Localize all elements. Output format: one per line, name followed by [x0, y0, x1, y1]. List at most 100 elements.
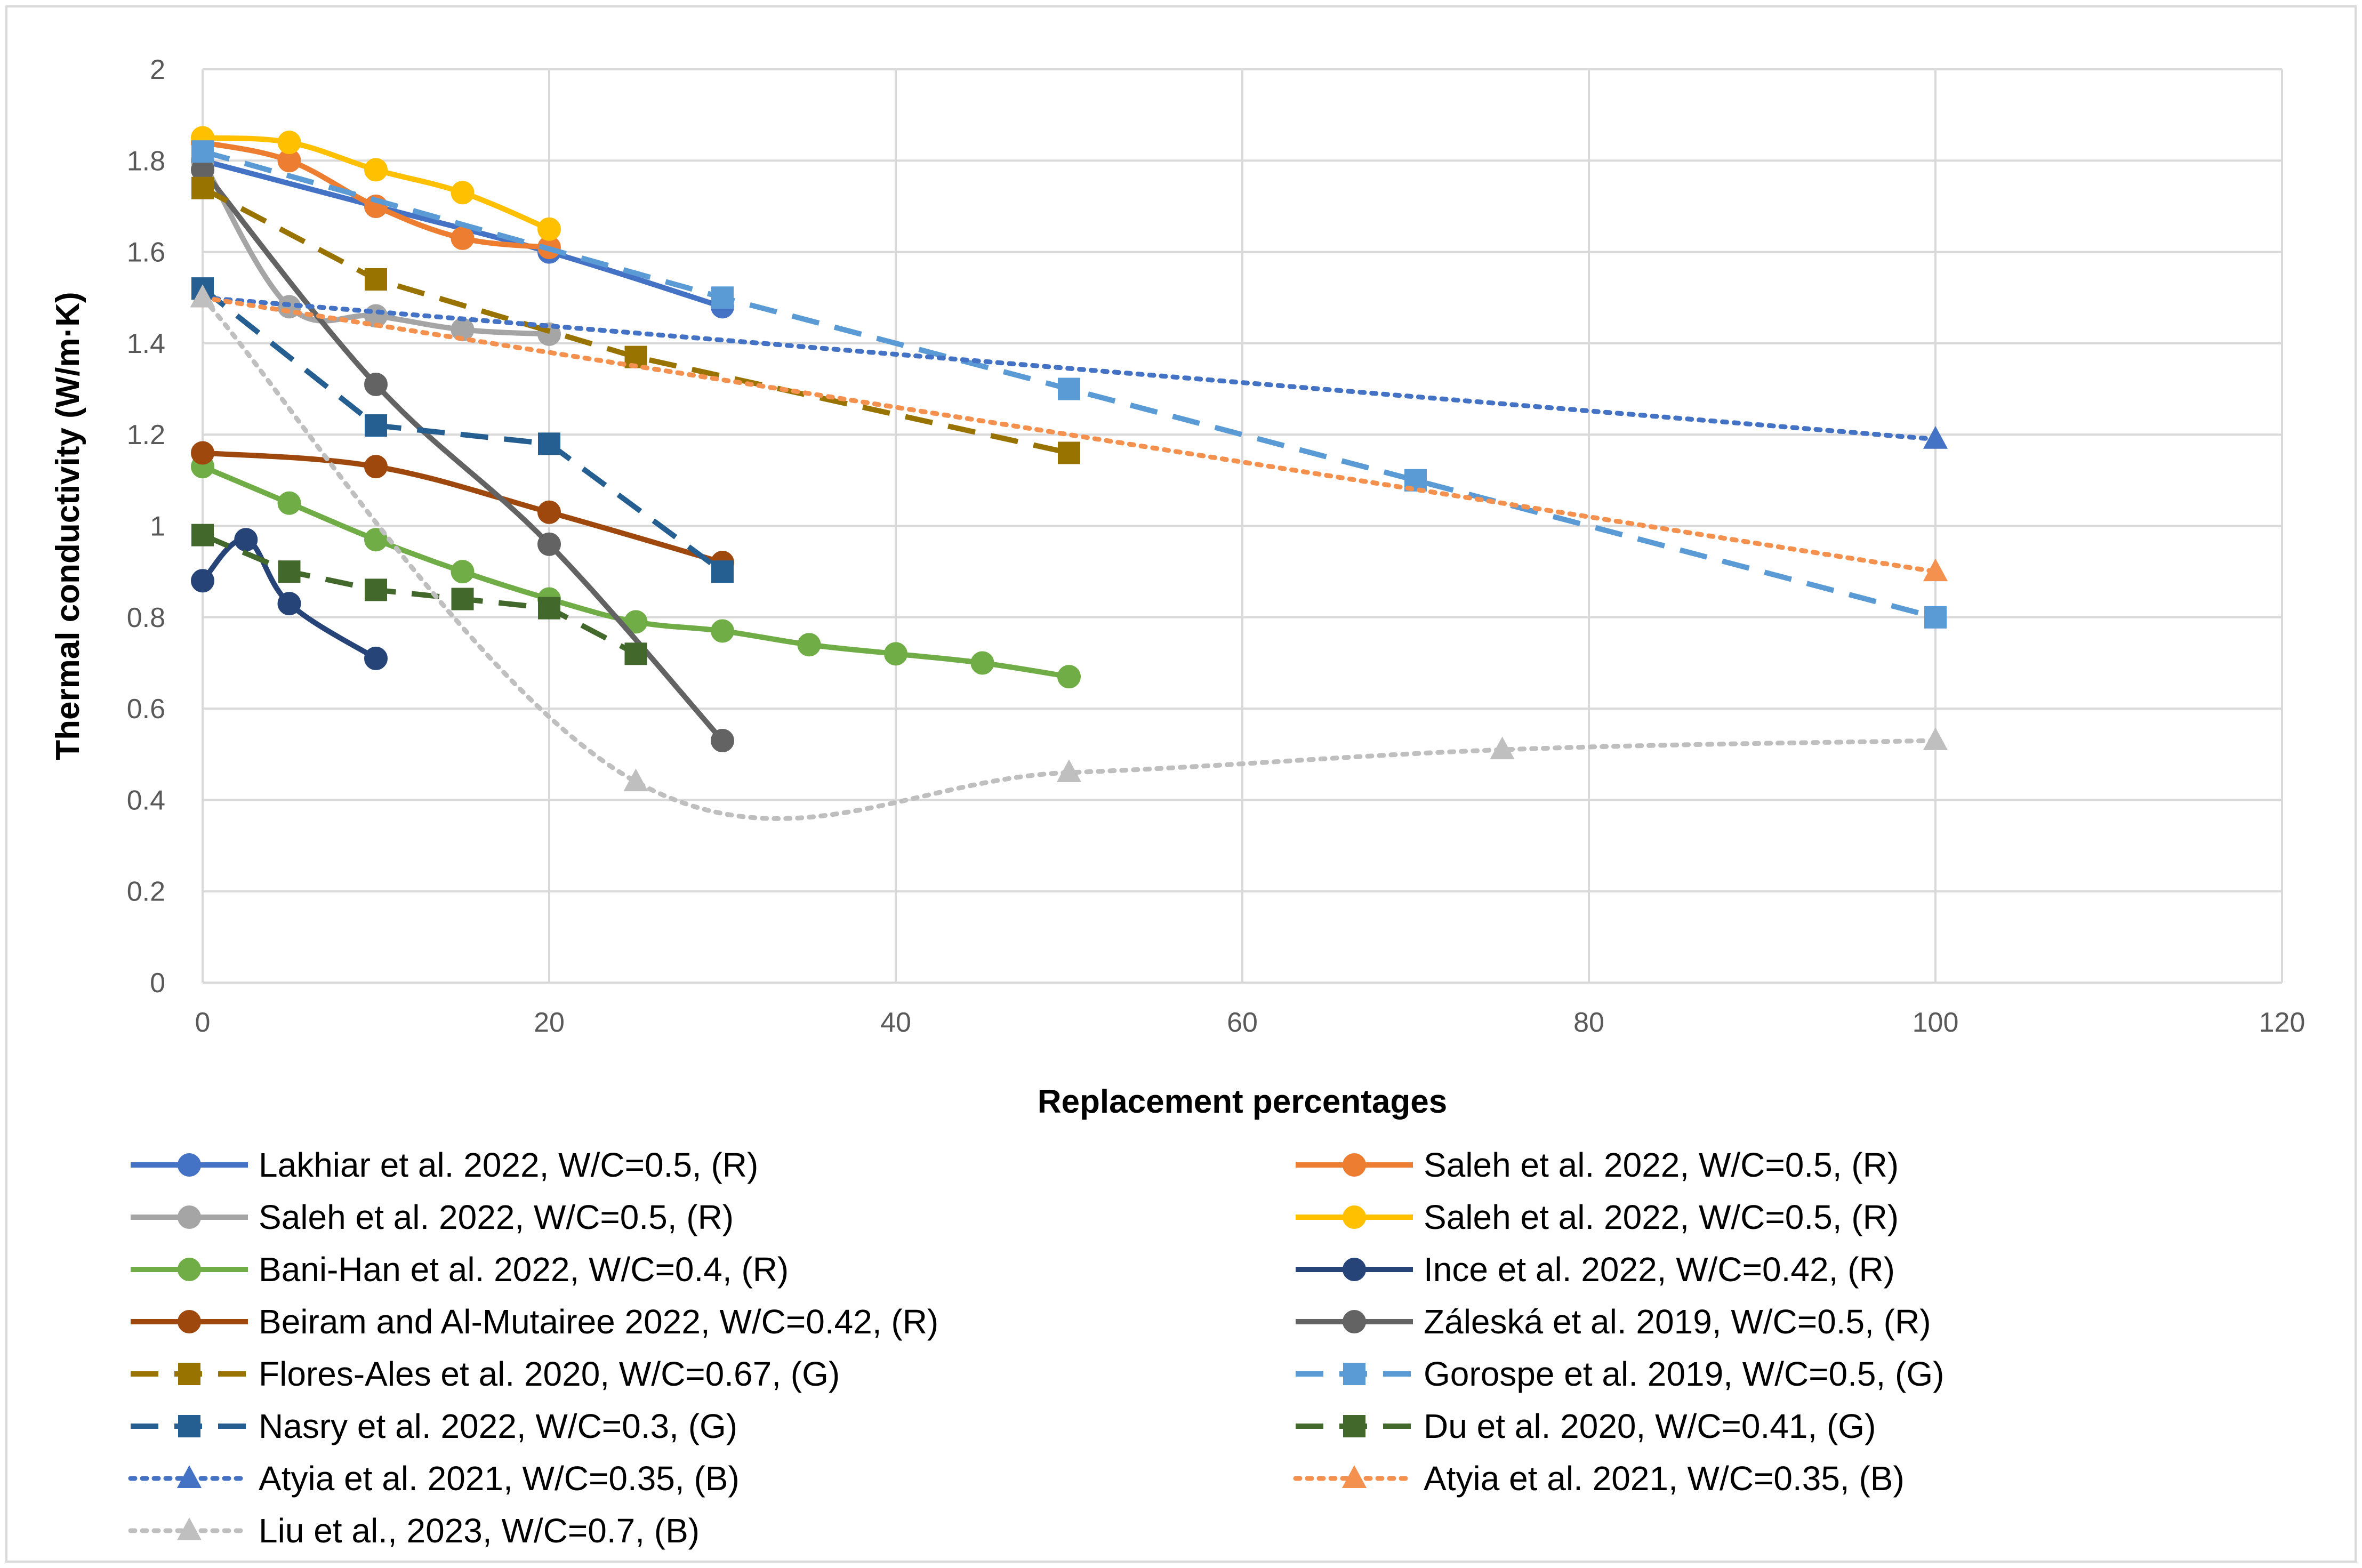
data-point	[1058, 377, 1080, 400]
y-tick-label: 0.6	[127, 694, 165, 725]
series-12	[191, 524, 647, 665]
data-point	[191, 140, 214, 163]
data-point	[190, 284, 215, 308]
data-point	[624, 610, 648, 634]
data-point	[1924, 606, 1947, 629]
legend-item: Atyia et al. 2021, W/C=0.35, (B)	[128, 1459, 740, 1498]
data-point	[365, 268, 387, 291]
y-tick-label: 0.8	[127, 602, 165, 633]
y-tick-label: 1.6	[127, 237, 165, 268]
data-point	[191, 524, 214, 546]
series-layer	[190, 126, 1948, 821]
series-line	[200, 295, 1938, 574]
legend-marker	[1343, 1205, 1366, 1229]
data-point	[364, 455, 388, 479]
legend-label: Flores-Ales et al. 2020, W/C=0.67, (G)	[259, 1355, 840, 1393]
legend-item: Gorospe et al. 2019, W/C=0.5, (G)	[1296, 1355, 1944, 1393]
y-tick-label: 1.8	[127, 146, 165, 176]
legend-marker	[178, 1415, 200, 1437]
legend-marker	[1343, 1258, 1366, 1281]
legend-label: Bani-Han et al. 2022, W/C=0.4, (R)	[259, 1250, 789, 1289]
data-point	[1923, 558, 1948, 582]
legend-item: Beiram and Al-Mutairee 2022, W/C=0.42, (…	[131, 1302, 938, 1341]
data-point	[538, 432, 560, 455]
x-axis-title: Replacement percentages	[1038, 1083, 1447, 1120]
data-point	[537, 500, 561, 524]
series-15	[190, 284, 1948, 821]
series-line	[200, 286, 724, 574]
legend-marker	[1341, 1465, 1367, 1488]
series-8	[191, 158, 734, 753]
data-point	[711, 619, 734, 643]
x-tick-label: 120	[2259, 1007, 2305, 1038]
legend-label: Atyia et al. 2021, W/C=0.35, (B)	[259, 1459, 740, 1498]
data-point	[1057, 665, 1081, 689]
data-point	[364, 646, 388, 670]
legend-marker	[1343, 1310, 1366, 1333]
legend-label: Ince et al. 2022, W/C=0.42, (R)	[1424, 1250, 1895, 1289]
x-tick-label: 0	[195, 1007, 211, 1038]
data-point	[451, 560, 475, 584]
data-point	[191, 441, 214, 465]
data-point	[364, 372, 388, 396]
legend-marker	[1343, 1363, 1365, 1385]
legend-marker	[1343, 1415, 1365, 1437]
series-line	[200, 295, 1938, 821]
legend-marker	[178, 1258, 201, 1281]
y-tick-label: 1.4	[127, 328, 165, 359]
legend-item: Saleh et al. 2022, W/C=0.5, (R)	[1296, 1198, 1899, 1236]
legend-label: Záleská et al. 2019, W/C=0.5, (R)	[1424, 1302, 1931, 1341]
series-line	[202, 450, 724, 565]
data-point	[623, 768, 648, 792]
legend-label: Liu et al., 2023, W/C=0.7, (B)	[259, 1511, 700, 1550]
legend-label: Saleh et al. 2022, W/C=0.5, (R)	[1424, 1198, 1899, 1236]
legend-item: Liu et al., 2023, W/C=0.7, (B)	[128, 1511, 700, 1550]
data-point	[1058, 441, 1080, 464]
legend-label: Atyia et al. 2021, W/C=0.35, (B)	[1424, 1459, 1905, 1498]
data-point	[970, 651, 994, 675]
data-point	[624, 642, 647, 665]
series-9	[191, 176, 1080, 464]
series-line	[200, 159, 550, 337]
data-point	[1490, 736, 1515, 760]
data-point	[277, 131, 301, 155]
data-point	[537, 532, 561, 556]
y-tick-label: 1	[150, 511, 165, 542]
legend-label: Nasry et al. 2022, W/C=0.3, (G)	[259, 1407, 737, 1445]
legend-item: Atyia et al. 2021, W/C=0.35, (B)	[1293, 1459, 1905, 1498]
legend-item: Bani-Han et al. 2022, W/C=0.4, (R)	[131, 1250, 789, 1289]
y-axis-title: Thermal conductivity (W/m·K)	[50, 292, 86, 760]
legend-marker	[176, 1465, 202, 1488]
data-point	[711, 560, 734, 583]
legend-item: Ince et al. 2022, W/C=0.42, (R)	[1296, 1250, 1895, 1289]
data-point	[277, 592, 301, 616]
legend-label: Lakhiar et al. 2022, W/C=0.5, (R)	[259, 1146, 758, 1184]
data-point	[537, 217, 561, 241]
legend-item: Flores-Ales et al. 2020, W/C=0.67, (G)	[131, 1355, 840, 1393]
legend-marker	[1343, 1153, 1366, 1177]
data-point	[364, 158, 388, 182]
legend-marker	[178, 1205, 201, 1229]
data-point	[278, 560, 301, 583]
legend-marker	[178, 1153, 201, 1177]
legend-item: Záleská et al. 2019, W/C=0.5, (R)	[1296, 1302, 1931, 1341]
series-line	[200, 168, 725, 743]
x-tick-label: 20	[534, 1007, 565, 1038]
x-tick-label: 100	[1913, 1007, 1959, 1038]
data-point	[277, 491, 301, 515]
legend-label: Saleh et al. 2022, W/C=0.5, (R)	[1424, 1146, 1899, 1184]
data-point	[191, 569, 214, 593]
legend-item: Du et al. 2020, W/C=0.41, (G)	[1296, 1407, 1876, 1445]
data-point	[538, 597, 560, 620]
series-line	[201, 186, 1070, 456]
data-point	[365, 414, 387, 437]
legend-marker	[178, 1310, 201, 1333]
y-tick-label: 0.2	[127, 877, 165, 907]
legend-label: Beiram and Al-Mutairee 2022, W/C=0.42, (…	[259, 1302, 938, 1341]
legend-marker	[176, 1517, 202, 1540]
data-point	[711, 286, 734, 309]
y-tick-label: 0.4	[127, 785, 165, 816]
data-point	[797, 633, 821, 657]
